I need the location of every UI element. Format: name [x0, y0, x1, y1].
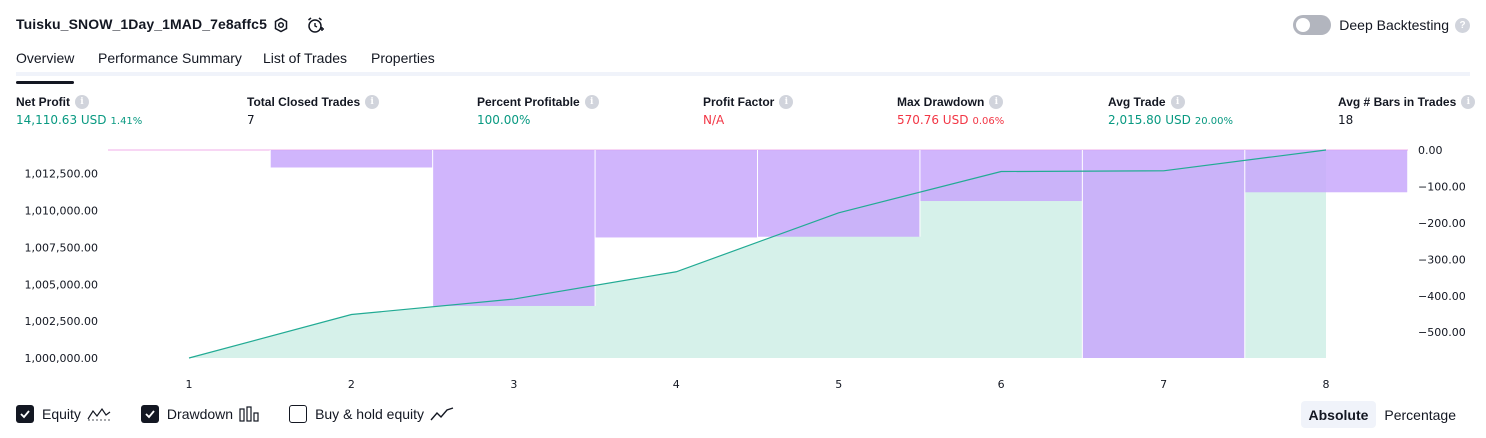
- right-axis-tick-label: −200.00: [1418, 217, 1466, 230]
- metric-profit-factor: Profit Factor i N/A: [703, 94, 794, 129]
- metric-max-drawdown: Max Drawdown i 570.76 USD 0.06%: [897, 94, 1004, 129]
- left-axis-tick-label: 1,000,000.00: [25, 352, 98, 365]
- legend-drawdown[interactable]: Drawdown: [140, 403, 259, 425]
- x-axis-tick-label: 7: [1160, 378, 1167, 391]
- x-axis-tick-label: 1: [186, 378, 193, 391]
- equity-line: [188, 149, 1327, 359]
- x-axis-tick-label: 8: [1323, 378, 1330, 391]
- tab-list-of-trades[interactable]: List of Trades: [263, 50, 348, 66]
- metric-percent: 20.00%: [1194, 116, 1234, 127]
- metric-label: Max Drawdown: [897, 95, 985, 109]
- metric-value: 570.76 USD: [897, 113, 969, 127]
- drawdown-bar: [1082, 150, 1245, 358]
- strategy-header: Tuisku_SNOW_1Day_1MAD_7e8affc5 Deep Back…: [16, 12, 1470, 38]
- deep-backtesting-toggle[interactable]: [1293, 15, 1332, 35]
- metric-percent-profitable: Percent Profitable i 100.00%: [477, 94, 599, 129]
- right-axis-tick-label: −400.00: [1418, 290, 1466, 303]
- metric-avg-bars-in-trades: Avg # Bars in Trades i 18: [1338, 94, 1476, 129]
- left-axis-tick-label: 1,010,000.00: [25, 205, 98, 218]
- metric-value: 18: [1338, 113, 1354, 127]
- tab-properties[interactable]: Properties: [371, 50, 435, 66]
- info-icon[interactable]: i: [1461, 95, 1476, 109]
- equity-area: [189, 150, 1326, 358]
- metric-label: Total Closed Trades: [247, 95, 361, 109]
- drawdown-bar: [270, 150, 433, 168]
- drawdown-bar: [432, 150, 596, 306]
- drawdown-bar: [1244, 150, 1408, 193]
- absolute-button[interactable]: Absolute: [1300, 401, 1377, 428]
- chart-legend: Equity Drawdown Buy & hold equity: [16, 403, 484, 425]
- left-axis-tick-label: 1,007,500.00: [25, 241, 98, 254]
- left-axis-tick-label: 1,005,000.00: [25, 278, 98, 291]
- drawdown-bar: [919, 150, 1083, 202]
- x-axis-tick-label: 6: [998, 378, 1005, 391]
- right-axis-tick-label: 0.00: [1418, 144, 1443, 157]
- metric-label: Percent Profitable: [477, 95, 580, 109]
- drawdown-bars-icon: [239, 406, 259, 422]
- tab-overview[interactable]: Overview: [16, 50, 75, 84]
- metric-percent: 0.06%: [972, 116, 1005, 127]
- right-axis-tick-label: −100.00: [1418, 180, 1466, 193]
- buy-hold-line-icon: [430, 406, 454, 422]
- info-icon[interactable]: i: [989, 95, 1004, 109]
- info-icon[interactable]: i: [75, 95, 89, 109]
- strategy-name[interactable]: Tuisku_SNOW_1Day_1MAD_7e8affc5: [16, 16, 267, 32]
- info-icon[interactable]: i: [365, 95, 380, 109]
- legend-label: Drawdown: [166, 406, 234, 422]
- right-axis-tick-label: −500.00: [1418, 326, 1466, 339]
- equity-checkbox[interactable]: [16, 405, 34, 423]
- drawdown-checkbox[interactable]: [140, 405, 159, 423]
- metric-value: 7: [247, 113, 255, 127]
- x-axis-tick-label: 5: [835, 378, 842, 391]
- metric-value: 100.00%: [477, 113, 531, 127]
- equity-drawdown-chart[interactable]: 1,000,000.00 1,002,500.00 1,005,000.00 1,00…: [0, 140, 1486, 398]
- info-icon[interactable]: i: [584, 95, 599, 109]
- metric-total-closed-trades: Total Closed Trades i 7: [247, 94, 380, 129]
- tab-performance-summary[interactable]: Performance Summary: [98, 50, 242, 66]
- metric-label: Net Profit: [16, 95, 70, 109]
- add-alert-clock-icon[interactable]: [304, 14, 326, 36]
- value-mode-switch: Absolute Percentage: [1300, 401, 1465, 428]
- metric-avg-trade: Avg Trade i 2,015.80 USD 20.00%: [1108, 94, 1233, 129]
- metric-value: 14,110.63 USD: [16, 113, 107, 127]
- metric-net-profit: Net Profit i 14,110.63 USD 1.41%: [16, 94, 142, 129]
- equity-line-icon: [87, 407, 111, 421]
- percentage-button[interactable]: Percentage: [1384, 406, 1456, 423]
- legend-equity[interactable]: Equity: [16, 403, 111, 425]
- drawdown-bar: [595, 150, 758, 238]
- info-icon[interactable]: i: [779, 95, 794, 109]
- metric-label: Avg # Bars in Trades: [1338, 95, 1457, 109]
- metric-percent: 1.41%: [110, 116, 143, 127]
- metric-label: Profit Factor: [703, 95, 775, 109]
- metric-value: 2,015.80 USD: [1108, 113, 1191, 127]
- legend-label: Equity: [42, 406, 81, 422]
- legend-label: Buy & hold equity: [315, 406, 425, 422]
- settings-gear-icon[interactable]: [270, 14, 292, 36]
- right-axis-tick-label: −300.00: [1418, 253, 1466, 266]
- help-icon[interactable]: ?: [1455, 17, 1470, 33]
- buy-hold-checkbox[interactable]: [289, 405, 308, 423]
- x-axis-tick-label: 3: [510, 378, 517, 391]
- deep-backtesting-control: Deep Backtesting ?: [1293, 14, 1470, 36]
- info-icon[interactable]: i: [1170, 95, 1185, 109]
- toggle-knob: [1296, 18, 1311, 32]
- left-axis-tick-label: 1,002,500.00: [25, 315, 98, 328]
- report-tabs: Overview Performance Summary List of Tra…: [16, 44, 1470, 84]
- drawdown-bar: [757, 150, 920, 237]
- metric-value: N/A: [703, 113, 725, 127]
- x-axis-tick-label: 2: [348, 378, 355, 391]
- legend-buy-hold[interactable]: Buy & hold equity: [289, 403, 454, 425]
- deep-backtesting-label: Deep Backtesting: [1339, 17, 1449, 33]
- metric-label: Avg Trade: [1108, 95, 1166, 109]
- left-axis-tick-label: 1,012,500.00: [25, 168, 98, 181]
- x-axis-tick-label: 4: [673, 378, 680, 391]
